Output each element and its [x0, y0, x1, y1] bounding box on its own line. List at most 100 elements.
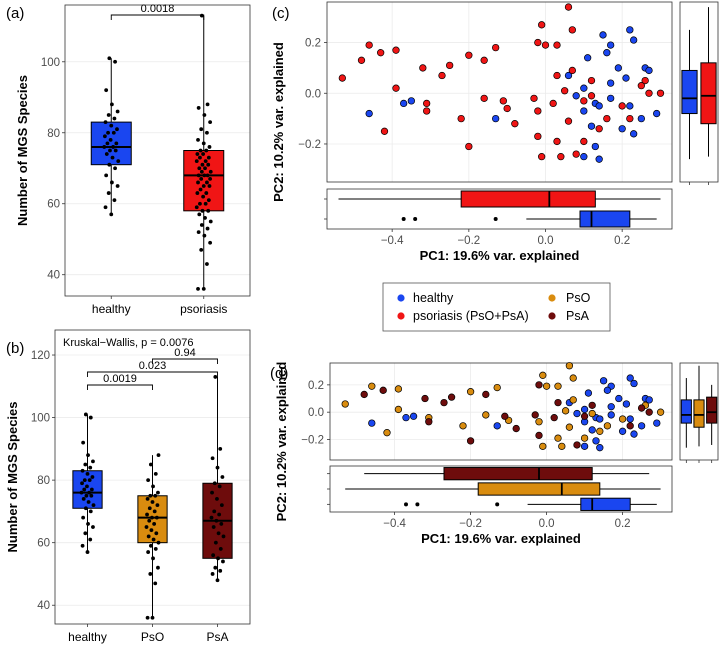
- scatter-point-PsO: [368, 382, 376, 390]
- scatter-point-PsO: [618, 415, 627, 423]
- x-tick-label: −0.2: [459, 518, 482, 530]
- scatter-point-healthy: [580, 107, 588, 115]
- scatter-point-healthy: [596, 415, 604, 423]
- scatter-point-PsO: [466, 388, 475, 396]
- data-point: [107, 56, 112, 61]
- data-point: [153, 581, 158, 586]
- scatter-point-psoriasis: [595, 125, 603, 133]
- scatter-point-healthy: [607, 41, 615, 49]
- box-psoriasis: [183, 150, 225, 212]
- scatter-point-healthy: [626, 102, 634, 110]
- scatter-point-PsO: [394, 405, 403, 414]
- y-tick-label: 60: [47, 199, 60, 211]
- data-point: [88, 415, 93, 420]
- scatter-point-psoriasis: [534, 132, 542, 141]
- data-point: [113, 59, 117, 64]
- scatter-point-psoriasis: [656, 89, 665, 97]
- data-point: [206, 198, 211, 203]
- scatter-point-healthy: [492, 114, 500, 123]
- scatter-point-PsO: [561, 407, 570, 415]
- data-point: [213, 540, 218, 545]
- scatter-point-healthy: [580, 84, 588, 92]
- p-value-label: 0.0018: [141, 3, 175, 15]
- scatter-point-psoriasis: [538, 21, 546, 29]
- legend-psoriasis-label: psoriasis (PsO+PsA): [413, 309, 529, 323]
- scatter-point-healthy: [599, 377, 608, 385]
- data-point: [152, 522, 157, 526]
- scatter-point-psoriasis: [377, 49, 385, 57]
- scatter-point-psoriasis: [645, 89, 653, 97]
- marginal-box-healthy: [681, 69, 698, 115]
- scatter-point-psoriasis: [480, 94, 488, 102]
- data-point: [203, 216, 207, 220]
- marginal-outlier: [495, 502, 500, 507]
- scatter-point-healthy: [607, 411, 615, 419]
- scatter-point-PsO: [539, 442, 547, 450]
- legend-pso-label: PsO: [566, 291, 591, 305]
- scatter-point-healthy: [618, 427, 627, 435]
- panel-a-boxplot: 40 60 80 100 healthy psoriasis Number of MGS S…: [15, 3, 251, 316]
- data-point: [201, 152, 206, 156]
- data-point: [150, 500, 155, 504]
- scatter-point-healthy: [626, 26, 634, 34]
- legend-pso-marker: [548, 294, 556, 302]
- scatter-point-healthy: [607, 79, 615, 87]
- scatter-point-healthy: [592, 437, 600, 445]
- scatter-point-PsA: [501, 412, 509, 420]
- scatter-point-healthy: [607, 403, 615, 411]
- data-point: [114, 141, 119, 146]
- y-tick-label: 80: [47, 128, 60, 140]
- significance-bracket: [87, 371, 218, 377]
- data-point: [208, 240, 213, 245]
- p-value-label: 0.0019: [103, 373, 137, 385]
- scatter-point-PsA: [588, 401, 596, 410]
- data-point: [205, 173, 210, 178]
- panel-b-boxplot: 40 60 80 100 120 healthy PsO PsA Number of MGS S…: [5, 329, 251, 644]
- scatter-point-healthy: [603, 49, 611, 57]
- data-point: [195, 152, 200, 156]
- scatter-point-PsO: [565, 423, 574, 431]
- data-point: [87, 478, 92, 483]
- marginal-box-healthy: [579, 210, 631, 228]
- scatter-point-psoriasis: [587, 92, 596, 100]
- plot-frame: [64, 4, 251, 297]
- data-point: [85, 484, 89, 489]
- data-point: [199, 223, 204, 227]
- y-tick-label: 40: [37, 600, 50, 612]
- scatter-point-PsA: [637, 404, 646, 412]
- data-point: [203, 159, 208, 164]
- x-axis-label: PC1: 19.6% var. explained: [420, 248, 580, 263]
- data-point: [147, 518, 152, 523]
- scatter-point-psoriasis: [446, 61, 454, 70]
- scatter-point-healthy: [626, 374, 634, 382]
- x-tick-label: healthy: [92, 302, 131, 316]
- data-point: [210, 490, 214, 495]
- data-point: [106, 113, 111, 117]
- x-tick-label: −0.4: [381, 235, 404, 247]
- data-point: [80, 468, 85, 473]
- data-point: [199, 13, 204, 18]
- scatter-point-healthy: [630, 130, 638, 138]
- p-value-label: 0.023: [139, 360, 167, 372]
- scatter-point-psoriasis: [530, 94, 538, 102]
- scatter-point-PsA: [535, 431, 543, 440]
- data-point: [153, 471, 158, 476]
- y-tick-label: 100: [41, 57, 60, 69]
- data-point: [194, 205, 199, 210]
- data-point: [104, 173, 109, 178]
- x-tick-label: PsA: [206, 630, 228, 644]
- data-point: [80, 481, 84, 486]
- scatter-point-psoriasis: [534, 38, 542, 47]
- y-axis-label: Number of MGS Species: [15, 75, 30, 226]
- data-point: [211, 525, 216, 529]
- data-point: [155, 503, 160, 508]
- scatter-point-PsO: [596, 427, 604, 435]
- scatter-point-PsA: [550, 413, 558, 422]
- data-point: [146, 534, 151, 539]
- scatter-point-healthy: [409, 412, 418, 420]
- data-point: [113, 148, 118, 153]
- scatter-point-psoriasis: [538, 152, 546, 161]
- marginal-box-psoriasis: [700, 62, 717, 125]
- data-point: [153, 547, 158, 551]
- scatter-point-PsA: [645, 408, 653, 416]
